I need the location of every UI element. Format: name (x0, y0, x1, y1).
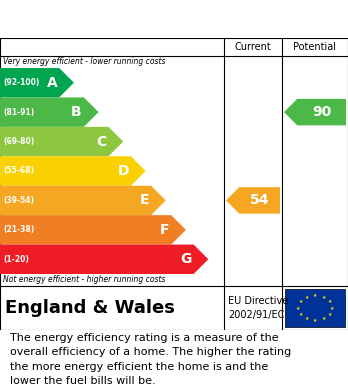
Text: (69-80): (69-80) (3, 137, 34, 146)
Bar (285, 289, 345, 327)
Text: England & Wales: England & Wales (5, 299, 175, 317)
Polygon shape (0, 156, 145, 186)
Text: ★: ★ (304, 295, 309, 300)
Text: EU Directive
2002/91/EC: EU Directive 2002/91/EC (228, 296, 288, 320)
Text: ★: ★ (298, 300, 303, 305)
Polygon shape (0, 245, 208, 274)
Polygon shape (284, 99, 346, 126)
Text: ★: ★ (296, 305, 300, 310)
Text: D: D (117, 164, 129, 178)
Text: Very energy efficient - lower running costs: Very energy efficient - lower running co… (3, 57, 166, 66)
Text: (21-38): (21-38) (3, 225, 34, 234)
Text: ★: ★ (321, 316, 326, 321)
Polygon shape (226, 187, 280, 213)
Text: (1-20): (1-20) (3, 255, 29, 264)
Text: ★: ★ (313, 317, 317, 323)
Text: ★: ★ (327, 312, 332, 317)
Text: (39-54): (39-54) (3, 196, 34, 205)
Text: ★: ★ (313, 293, 317, 298)
Text: ★: ★ (327, 300, 332, 305)
Text: ★: ★ (304, 316, 309, 321)
Text: A: A (46, 76, 57, 90)
Text: Not energy efficient - higher running costs: Not energy efficient - higher running co… (3, 276, 166, 285)
Text: (81-91): (81-91) (3, 108, 34, 117)
Text: Energy Efficiency Rating: Energy Efficiency Rating (7, 11, 228, 27)
Text: ★: ★ (298, 312, 303, 317)
Text: G: G (180, 252, 192, 266)
Text: The energy efficiency rating is a measure of the
overall efficiency of a home. T: The energy efficiency rating is a measur… (10, 333, 292, 386)
Text: ★: ★ (330, 305, 334, 310)
Text: B: B (71, 105, 82, 119)
Text: (92-100): (92-100) (3, 78, 39, 87)
Text: E: E (140, 194, 149, 208)
Text: (55-68): (55-68) (3, 167, 34, 176)
Polygon shape (0, 97, 98, 127)
Polygon shape (0, 68, 74, 97)
Polygon shape (0, 215, 186, 245)
Text: Current: Current (235, 42, 271, 52)
Text: C: C (96, 135, 106, 149)
Text: F: F (160, 223, 169, 237)
Text: 54: 54 (250, 194, 269, 208)
Text: 90: 90 (312, 105, 331, 119)
Text: Potential: Potential (293, 42, 337, 52)
Text: ★: ★ (321, 295, 326, 300)
Polygon shape (0, 186, 166, 215)
Polygon shape (0, 127, 123, 156)
